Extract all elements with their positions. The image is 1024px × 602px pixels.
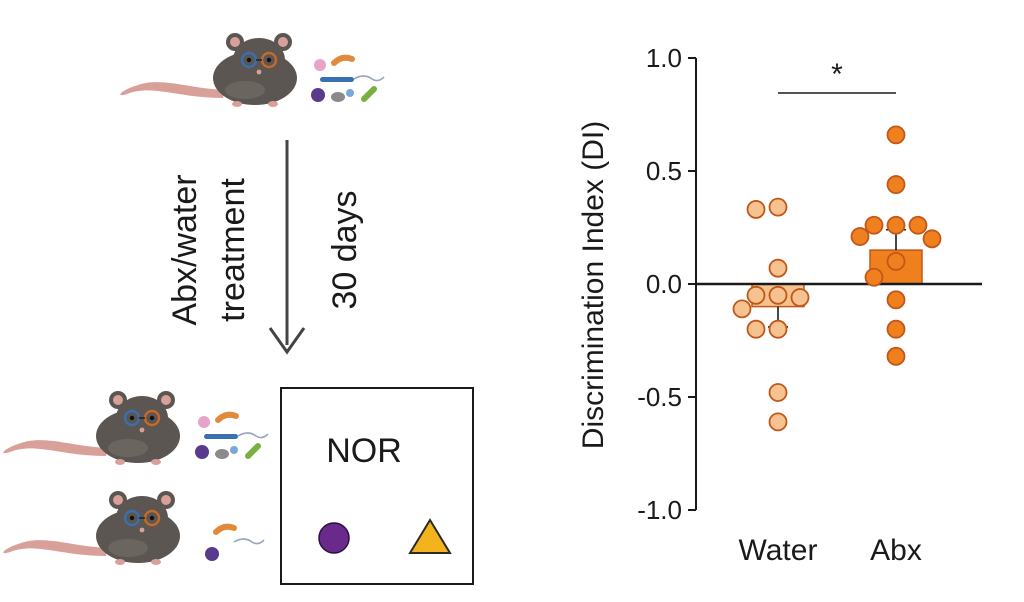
y-axis-label: Discrimination Index (DI): [577, 121, 610, 449]
data-point-water: [790, 288, 810, 307]
microbiota-icon-abx-group: [205, 527, 264, 561]
duration-label: 30 days: [326, 190, 364, 309]
data-point-water: [768, 197, 788, 217]
schematic-panel: Abx/water treatment 30 days NOR: [2, 31, 474, 585]
y-tick-label: 0.0: [646, 269, 682, 299]
data-point-water: [768, 383, 788, 402]
significance-star: *: [831, 58, 843, 91]
data-point-water: [732, 299, 752, 319]
treatment-label-line2: treatment: [214, 178, 252, 322]
data-points-group: [732, 125, 942, 432]
timeline-arrow-head: [268, 327, 306, 355]
y-tick-label: -0.5: [637, 382, 682, 412]
data-point-water: [746, 285, 766, 305]
data-point-water: [746, 319, 766, 339]
novel-object-circle-icon: [318, 522, 350, 554]
y-tick-label: 0.5: [646, 156, 682, 186]
y-tick-label: 1.0: [646, 43, 682, 73]
nor-arena-box: [280, 387, 474, 585]
microbiota-icon-top: [311, 58, 384, 102]
data-point-abx: [886, 346, 906, 366]
x-tick-label-water: Water: [739, 534, 818, 567]
y-axis-ticks: -1.0 -0.5 0.0 0.5 1.0: [637, 43, 696, 525]
data-point-abx: [886, 175, 906, 194]
microbiota-icon-water-group: [195, 415, 268, 459]
familiar-object-triangle-icon: [408, 518, 452, 554]
nor-label: NOR: [326, 432, 402, 470]
data-point-water: [768, 412, 788, 432]
data-point-abx: [922, 229, 942, 249]
data-point-abx: [886, 215, 906, 235]
data-point-water: [768, 258, 788, 278]
x-axis-labels: Water Abx: [739, 534, 922, 567]
data-point-abx: [886, 251, 906, 271]
di-chart: Discrimination Index (DI) -1.0 -0.5 0.0 0.5…: [577, 43, 982, 567]
data-point-water: [768, 285, 788, 305]
x-tick-label-abx: Abx: [870, 534, 922, 567]
data-point-water: [746, 200, 766, 219]
data-point-abx: [908, 215, 928, 235]
mouse-icon-abx-group: [2, 489, 182, 567]
y-tick-label: -1.0: [637, 495, 682, 525]
mouse-icon-water-group: [2, 389, 182, 467]
data-point-abx: [864, 215, 884, 235]
data-point-water: [768, 319, 788, 339]
data-point-abx: [886, 290, 906, 310]
data-point-abx: [886, 125, 906, 145]
data-point-abx: [864, 267, 884, 287]
mouse-icon-top: [119, 31, 299, 109]
data-point-abx: [850, 227, 870, 246]
treatment-label-line1: Abx/water: [166, 174, 204, 325]
data-point-abx: [886, 319, 906, 339]
